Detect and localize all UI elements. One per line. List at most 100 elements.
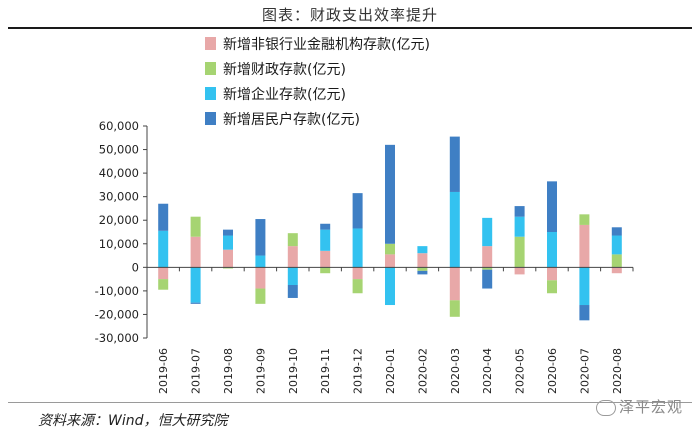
bar-enterprise-2019-09 (255, 255, 266, 268)
watermark-text: 泽平宏观 (619, 398, 684, 416)
legend-swatch-nonbank (205, 37, 216, 50)
bar-layer (158, 136, 622, 321)
bar-nonbank-2019-12 (352, 267, 363, 280)
bar-enterprise-2020-06 (547, 232, 557, 268)
bar-resident-2020-07 (579, 305, 590, 321)
bar-resident-2019-11 (320, 223, 331, 230)
bar-enterprise-2019-12 (352, 228, 363, 268)
x-tick-label: 2019-12 (352, 348, 365, 394)
bar-nonbank-2019-10 (287, 246, 298, 268)
bar-nonbank-2020-05 (514, 267, 525, 275)
y-tick-label: 10,000 (99, 237, 139, 251)
bar-fiscal-2020-07 (579, 214, 590, 225)
bar-resident-2020-06 (547, 181, 557, 232)
legend-swatch-fiscal (205, 62, 216, 75)
y-tick-label: 0 (132, 260, 139, 274)
bar-nonbank-2019-07 (190, 236, 201, 268)
chart-legend: 新增非银行业金融机构存款(亿元) 新增财政存款(亿元) 新增企业存款(亿元) 新增居民… (205, 37, 430, 128)
source-note: 资料来源：Wind，恒大研究院 (38, 413, 228, 429)
bar-resident-2020-08 (611, 227, 622, 236)
bar-nonbank-2020-07 (579, 224, 590, 268)
x-tick-label: 2019-10 (287, 348, 300, 394)
bar-fiscal-2020-02 (417, 267, 428, 271)
bar-resident-2019-10 (287, 285, 298, 298)
x-tick-label: 2020-02 (416, 348, 429, 394)
bar-nonbank-2019-09 (255, 267, 266, 289)
bar-nonbank-2020-02 (417, 253, 428, 268)
bar-fiscal-2020-04 (482, 267, 493, 270)
bar-resident-2020-05 (514, 206, 525, 217)
bar-resident-2020-01 (385, 144, 395, 244)
wechat-icon (596, 399, 616, 416)
bar-enterprise-2020-05 (514, 216, 525, 237)
bar-fiscal-2019-10 (287, 233, 298, 247)
bar-enterprise-2020-01 (385, 267, 395, 306)
bar-nonbank-2020-08 (611, 267, 622, 274)
axes-layer: -30,000 -20,000 -10,000 0 10,000 20,000 30,000… (95, 119, 634, 394)
bar-fiscal-2020-01 (385, 243, 395, 255)
legend-swatch-enterprise (205, 87, 216, 100)
watermark: 泽平宏观 (596, 396, 683, 417)
bar-nonbank-2019-11 (320, 250, 331, 268)
bar-fiscal-2019-12 (352, 279, 363, 294)
x-tick-label: 2019-06 (157, 348, 170, 394)
bottom-rule (8, 402, 692, 403)
bar-resident-2019-12 (352, 193, 363, 229)
legend-label-enterprise: 新增企业存款(亿元) (223, 86, 346, 103)
y-tick-label: -30,000 (95, 331, 139, 345)
bar-nonbank-2020-06 (547, 267, 557, 281)
bar-nonbank-2019-06 (158, 267, 169, 280)
bar-fiscal-2020-03 (449, 300, 460, 317)
bar-nonbank-2019-08 (223, 249, 233, 268)
bar-enterprise-2019-11 (320, 229, 331, 251)
bar-resident-2020-04 (482, 269, 493, 289)
bar-fiscal-2019-07 (190, 216, 201, 237)
x-tick-label: 2019-11 (319, 348, 332, 394)
y-tick-label: -20,000 (95, 307, 139, 321)
bar-nonbank-2020-01 (385, 254, 395, 268)
x-tick-label: 2019-07 (190, 348, 203, 394)
bar-resident-2019-07 (190, 302, 201, 304)
x-tick-label: 2020-05 (514, 348, 527, 394)
bar-resident-2020-03 (449, 136, 460, 192)
y-tick-label: 50,000 (99, 143, 139, 157)
bar-fiscal-2020-05 (514, 236, 525, 268)
bar-fiscal-2020-08 (611, 254, 622, 268)
bar-fiscal-2019-08 (223, 267, 233, 269)
x-tick-label: 2020-07 (578, 348, 591, 394)
bar-resident-2019-09 (255, 219, 266, 256)
x-tick-label: 2020-04 (481, 348, 494, 394)
y-tick-label: 20,000 (99, 213, 139, 227)
bar-fiscal-2019-09 (255, 288, 266, 304)
bar-resident-2020-02 (417, 270, 428, 275)
bar-nonbank-2020-04 (482, 246, 493, 268)
bar-resident-2019-06 (158, 203, 169, 231)
bar-enterprise-2019-07 (190, 267, 201, 303)
x-tick-label: 2020-08 (611, 348, 624, 394)
x-tick-label: 2020-03 (449, 348, 462, 394)
bar-enterprise-2020-04 (482, 217, 493, 247)
y-tick-label: -10,000 (95, 284, 139, 298)
figure-title: 图表：财政支出效率提升 (261, 6, 438, 24)
x-tick-label: 2019-08 (222, 348, 235, 394)
bar-enterprise-2019-06 (158, 230, 169, 268)
bar-enterprise-2020-08 (611, 235, 622, 255)
y-tick-label: 40,000 (99, 166, 139, 180)
x-tick-label: 2020-06 (546, 348, 559, 394)
x-tick-label: 2020-01 (384, 348, 397, 394)
bar-fiscal-2020-06 (547, 280, 557, 294)
y-tick-label: 60,000 (99, 119, 139, 133)
bar-nonbank-2020-03 (449, 267, 460, 301)
x-tick-label: 2019-09 (254, 348, 267, 394)
legend-label-resident: 新增居民户存款(亿元) (223, 111, 360, 128)
bar-enterprise-2020-07 (579, 267, 590, 306)
bar-resident-2019-08 (223, 229, 233, 236)
bar-enterprise-2020-03 (449, 191, 460, 268)
bar-enterprise-2019-08 (223, 235, 233, 250)
top-rule (8, 27, 692, 29)
bar-fiscal-2019-06 (158, 279, 169, 290)
bar-fiscal-2019-11 (320, 267, 331, 274)
bar-enterprise-2020-02 (417, 246, 428, 254)
legend-swatch-resident (205, 112, 216, 125)
